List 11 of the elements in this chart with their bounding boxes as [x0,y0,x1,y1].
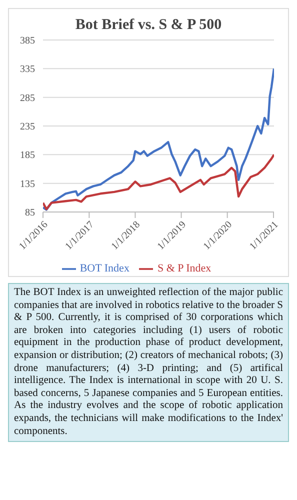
y-tick-label: 185 [20,150,35,162]
y-tick-label: 385 [20,36,35,47]
text: The BOT Index is an unweighted reflection of the major public companies that are involved in robotics relative to the broader S & P 500. Currently, it is comprised of 30 corporations which are broken into categories including (1) users of robotic equipment in the production phase of product development, expansion or distribution; (2) creators of mechanical robots; (3) drone manufacturers; (4) 3-D printing; and (5) artifical intelligence. The Index is international in scope with 20 U. S. based concerns, 5 Japanese companies and 5 European entities. As the industry evolves and the scope of robotic application expands, the technicians will make modifications to the Index' components. [14,287,283,437]
y-tick-label: 285 [20,92,35,104]
y-tick-label: 235 [20,122,35,133]
legend-label: S & P Index [157,262,212,275]
legend-label: BOT Index [80,262,130,275]
chart-title: Bot Brief vs. S & P 500 [74,16,223,34]
y-tick-label: 335 [20,64,35,76]
y-tick-label: 85 [25,208,35,219]
y-tick-label: 135 [20,178,35,190]
